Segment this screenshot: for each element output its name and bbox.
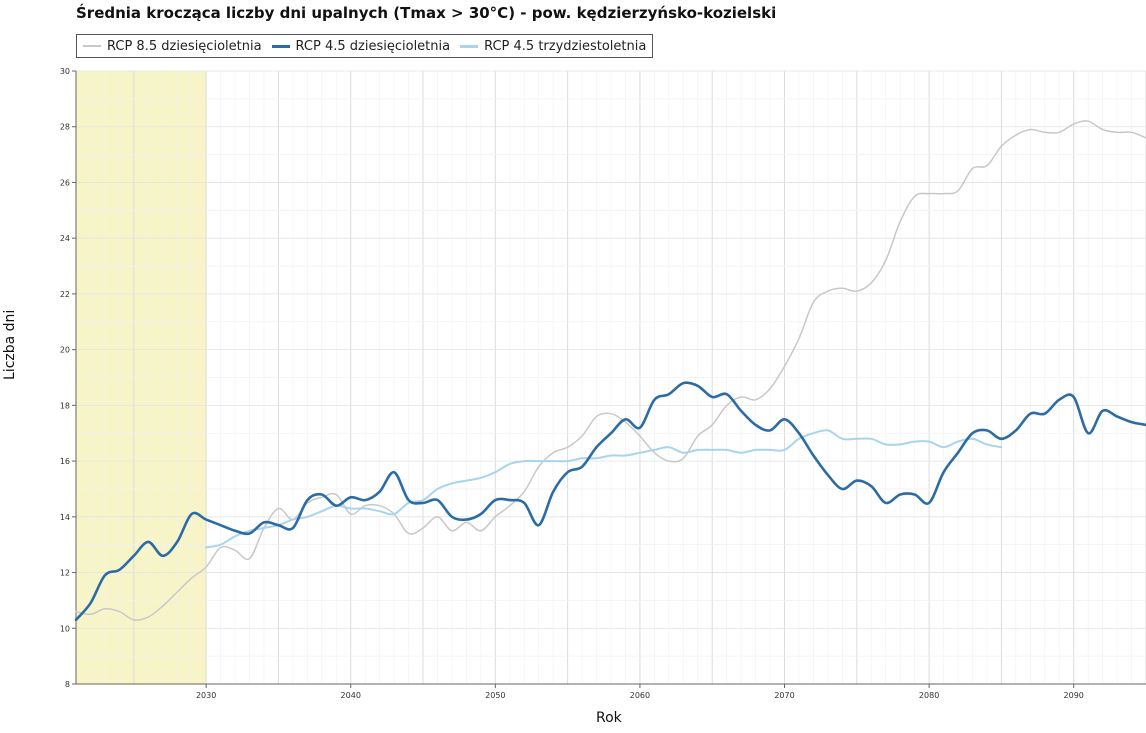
y-tick-label: 14 [60, 513, 70, 522]
x-tick-label: 2080 [919, 691, 939, 700]
x-tick-label: 2090 [1064, 691, 1084, 700]
legend-item-rcp45-30y: RCP 4.5 trzydziestoletnia [460, 39, 646, 54]
y-tick-label: 22 [60, 290, 70, 299]
legend-label-rcp45-30y: RCP 4.5 trzydziestoletnia [484, 38, 647, 54]
y-tick-label: 18 [60, 401, 70, 410]
x-tick-label: 2060 [630, 691, 650, 700]
x-tick-label: 2070 [774, 691, 794, 700]
y-tick-label: 28 [60, 123, 70, 132]
legend-item-rcp45-10y: RCP 4.5 dziesięcioletnia [271, 38, 451, 54]
x-tick-label: 2030 [196, 691, 216, 700]
y-tick-label: 24 [60, 234, 70, 243]
y-tick-label: 8 [65, 680, 70, 689]
x-tick-label: 2040 [341, 691, 361, 700]
legend-label-rcp85-10y: RCP 8.5 dziesięcioletnia [107, 38, 262, 54]
series-line-rcp85-10y [75, 120, 1146, 621]
legend-swatch-rcp45-10y [271, 44, 290, 48]
legend-swatch-rcp85-10y [83, 45, 101, 47]
y-tick-label: 16 [60, 457, 70, 466]
y-tick-label: 20 [60, 346, 70, 355]
y-tick-label: 30 [60, 67, 70, 76]
legend-item-rcp85-10y: RCP 8.5 dziesięcioletnia [83, 39, 262, 54]
legend-swatch-rcp45-30y [460, 44, 479, 48]
x-tick-label: 2050 [485, 691, 505, 700]
y-tick-label: 12 [60, 569, 70, 578]
y-tick-label: 10 [60, 624, 70, 633]
series-line-rcp45-10y [74, 381, 1146, 622]
chart-title: Średnia krocząca liczby dni upalnych (Tm… [76, 4, 777, 22]
y-tick-label: 26 [60, 178, 70, 187]
x-axis-label: Rok [596, 710, 622, 726]
legend: RCP 8.5 dziesięcioletnia RCP 4.5 dziesię… [76, 34, 654, 58]
legend-label-rcp45-10y: RCP 4.5 dziesięcioletnia [295, 38, 451, 54]
